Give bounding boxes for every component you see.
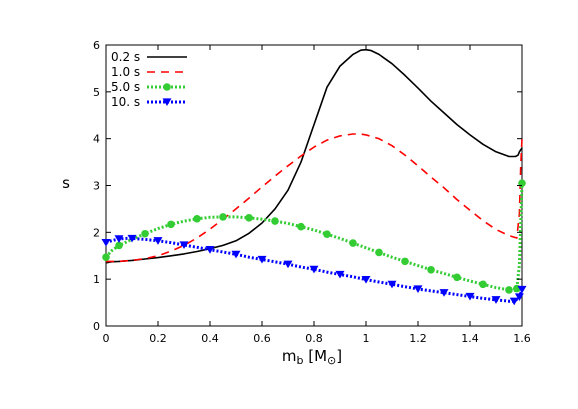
data-point: [387, 280, 397, 289]
legend-marker: [162, 98, 172, 107]
legend-label: 1.0 s: [111, 65, 140, 79]
data-point: [127, 234, 137, 243]
series-line: [106, 133, 523, 263]
data-point: [453, 273, 461, 282]
data-point: [465, 292, 475, 301]
legend-entry: 0.2 s: [111, 50, 187, 64]
data-point: [491, 296, 501, 304]
legend-entry: 1.0 s: [111, 65, 187, 79]
x-axis-label-unit-close: ]: [336, 347, 342, 365]
y-tick-label: 5: [93, 86, 100, 99]
data-point: [375, 248, 383, 257]
y-tick-label: 4: [93, 133, 100, 146]
data-point: [101, 239, 111, 247]
legend-entry: 10. s: [111, 95, 187, 109]
x-tick-label: 0.8: [305, 332, 323, 345]
data-point: [115, 241, 123, 250]
x-tick-label: 1.2: [409, 332, 427, 345]
y-axis-label: s: [62, 174, 70, 192]
legend-marker: [163, 83, 171, 91]
axes-layer: 0 0.2 0.4 0.6 0.8 1 1.2 1.4 1.6 0 1 2 3 4 5 6: [93, 39, 531, 345]
data-point: [231, 250, 241, 259]
x-axis-label-unit-sub: ⊙: [327, 354, 336, 367]
x-tick-label: 0.4: [201, 332, 219, 345]
x-axis-label-sub: b: [297, 354, 304, 367]
data-point: [413, 285, 423, 294]
data-point: [479, 280, 487, 289]
data-point: [245, 214, 253, 222]
data-point: [349, 239, 357, 247]
x-axis-label: mb [M⊙]: [282, 347, 342, 367]
data-point: [193, 214, 201, 223]
data-point: [335, 270, 345, 279]
data-point: [323, 230, 331, 239]
x-axis-label-main: m: [282, 347, 297, 365]
series-1: [106, 133, 523, 263]
legend: 0.2 s1.0 s5.0 s10. s: [111, 50, 187, 109]
legend-label: 10. s: [111, 95, 140, 109]
data-point: [167, 220, 175, 229]
data-point: [401, 257, 409, 266]
x-tick-label: 1: [363, 332, 370, 345]
x-axis-label-unit-open: [M: [303, 347, 327, 365]
x-tick-label: 1.4: [461, 332, 479, 345]
x-tick-label: 0.6: [253, 332, 271, 345]
series-3: [101, 234, 527, 306]
data-point: [153, 237, 163, 245]
data-point: [427, 266, 435, 274]
x-tick-label: 0.2: [149, 332, 167, 345]
data-point: [517, 285, 527, 294]
series-0: [105, 48, 523, 264]
data-point: [505, 286, 513, 294]
y-tick-label: 6: [93, 39, 100, 52]
data-point: [205, 246, 215, 254]
data-point: [271, 217, 279, 225]
y-tick-label: 2: [93, 226, 100, 239]
y-tick-label: 3: [93, 180, 100, 193]
legend-entry: 5.0 s: [111, 80, 187, 94]
series-line: [105, 48, 523, 264]
data-point: [114, 235, 124, 243]
data-point: [179, 241, 189, 250]
data-point: [509, 297, 519, 306]
series-layer: [101, 48, 527, 306]
y-tick-label: 1: [93, 273, 100, 286]
data-point: [514, 293, 524, 302]
series-line: [105, 236, 524, 303]
data-point: [439, 289, 449, 297]
y-tick-label: 0: [93, 320, 100, 333]
x-tick-label: 0: [103, 332, 110, 345]
data-point: [361, 276, 371, 284]
legend-label: 5.0 s: [111, 80, 140, 94]
data-point: [102, 253, 110, 261]
data-point: [219, 213, 227, 221]
data-point: [141, 229, 149, 238]
series-line: [104, 183, 524, 292]
data-point: [283, 260, 293, 269]
data-point: [257, 255, 267, 264]
legend-label: 0.2 s: [111, 50, 140, 64]
series-2: [102, 179, 526, 294]
data-point: [309, 265, 319, 274]
data-point: [297, 222, 305, 231]
x-tick-label: 1.6: [513, 332, 531, 345]
